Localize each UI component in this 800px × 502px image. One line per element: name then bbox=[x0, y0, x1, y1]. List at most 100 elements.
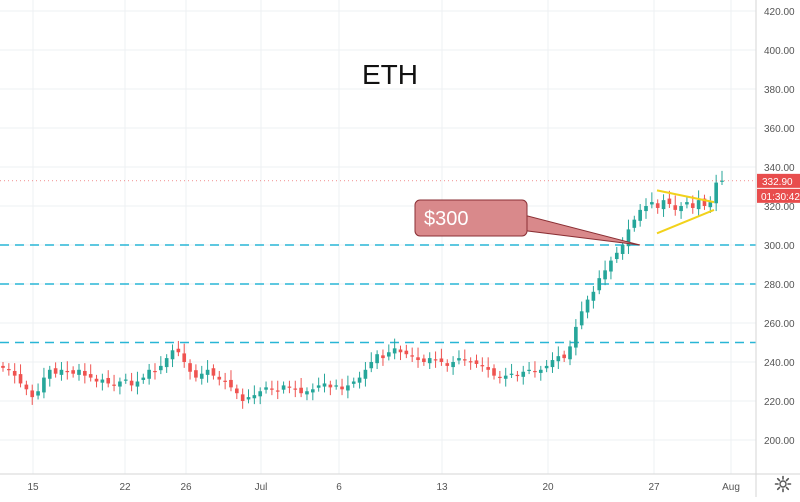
candle bbox=[7, 369, 11, 371]
candle bbox=[170, 350, 175, 360]
y-tick-label: 240.00 bbox=[764, 358, 795, 369]
gear-icon[interactable] bbox=[774, 475, 792, 493]
candle bbox=[328, 384, 333, 388]
candle bbox=[468, 361, 473, 363]
candle bbox=[381, 355, 385, 359]
candle bbox=[351, 381, 356, 384]
candle bbox=[673, 205, 678, 210]
candle bbox=[521, 371, 526, 377]
candle bbox=[77, 369, 81, 375]
candle bbox=[182, 353, 187, 362]
candle bbox=[141, 377, 146, 380]
countdown-label: 01:30:42 bbox=[761, 192, 800, 203]
y-tick-label: 300.00 bbox=[764, 241, 795, 252]
candle bbox=[720, 180, 724, 182]
x-tick-label: 22 bbox=[119, 482, 131, 493]
candle bbox=[416, 357, 420, 361]
candle bbox=[194, 370, 198, 378]
candle bbox=[614, 252, 619, 260]
candle bbox=[667, 198, 672, 205]
candle bbox=[655, 203, 660, 208]
candle bbox=[299, 387, 303, 394]
candle bbox=[176, 348, 181, 353]
candle bbox=[235, 388, 239, 394]
candle bbox=[240, 394, 245, 401]
candle bbox=[591, 291, 596, 301]
candle bbox=[422, 358, 426, 362]
candle bbox=[620, 245, 625, 254]
candle bbox=[503, 375, 508, 379]
candle bbox=[375, 354, 379, 364]
callout-label: $300 bbox=[424, 208, 469, 230]
candle bbox=[527, 369, 531, 371]
candle bbox=[533, 370, 537, 373]
candle bbox=[644, 206, 648, 212]
candle bbox=[410, 355, 414, 357]
candle bbox=[603, 270, 607, 280]
candle bbox=[188, 363, 192, 372]
candle bbox=[650, 202, 654, 205]
candle bbox=[544, 365, 549, 369]
current-price-label: 332.90 bbox=[762, 177, 793, 188]
candle bbox=[427, 358, 432, 364]
candle bbox=[252, 395, 257, 399]
candle bbox=[106, 377, 111, 384]
candle bbox=[451, 362, 455, 368]
candle bbox=[12, 370, 17, 376]
candle bbox=[632, 219, 637, 228]
y-tick-label: 260.00 bbox=[764, 319, 795, 330]
candle bbox=[199, 373, 204, 379]
candle bbox=[100, 379, 105, 383]
candle bbox=[556, 356, 561, 362]
candle bbox=[223, 380, 227, 382]
candle bbox=[685, 202, 689, 205]
candle bbox=[550, 360, 555, 368]
candle bbox=[398, 349, 403, 353]
candle bbox=[363, 369, 368, 379]
y-tick-label: 420.00 bbox=[764, 7, 795, 18]
candle bbox=[498, 376, 502, 379]
candle bbox=[462, 359, 467, 361]
candle bbox=[597, 278, 602, 291]
candle bbox=[287, 386, 292, 388]
candle bbox=[340, 386, 344, 390]
level-layer bbox=[0, 244, 756, 344]
candle bbox=[65, 370, 70, 373]
candle bbox=[205, 369, 210, 375]
candle bbox=[386, 352, 391, 357]
candle bbox=[708, 202, 713, 208]
candle bbox=[53, 368, 58, 374]
x-tick-label: Jul bbox=[255, 482, 268, 493]
candle bbox=[30, 390, 35, 398]
candle bbox=[94, 378, 99, 382]
candle bbox=[83, 370, 87, 376]
annotation-layer: $300 bbox=[414, 199, 641, 246]
y-tick-label: 280.00 bbox=[764, 280, 795, 291]
y-tick-label: 220.00 bbox=[764, 397, 795, 408]
candle bbox=[474, 360, 479, 364]
countdown-tag bbox=[757, 188, 800, 203]
candle bbox=[357, 377, 362, 383]
candle bbox=[404, 350, 409, 355]
candle bbox=[264, 387, 268, 390]
candle bbox=[696, 200, 701, 210]
candle bbox=[293, 388, 298, 390]
candle bbox=[24, 384, 29, 390]
x-tick-label: 20 bbox=[542, 482, 554, 493]
candle bbox=[538, 369, 543, 373]
candle bbox=[135, 381, 140, 387]
x-tick-label: 27 bbox=[648, 482, 660, 493]
candle bbox=[346, 385, 350, 391]
candle bbox=[18, 374, 23, 384]
y-tick-label: 400.00 bbox=[764, 46, 795, 57]
candle bbox=[585, 299, 590, 313]
candle bbox=[305, 391, 309, 395]
callout-box[interactable] bbox=[414, 199, 528, 237]
triangle-lower-line bbox=[656, 208, 715, 235]
candle bbox=[316, 385, 321, 388]
candle bbox=[71, 370, 75, 374]
candle bbox=[609, 260, 613, 272]
